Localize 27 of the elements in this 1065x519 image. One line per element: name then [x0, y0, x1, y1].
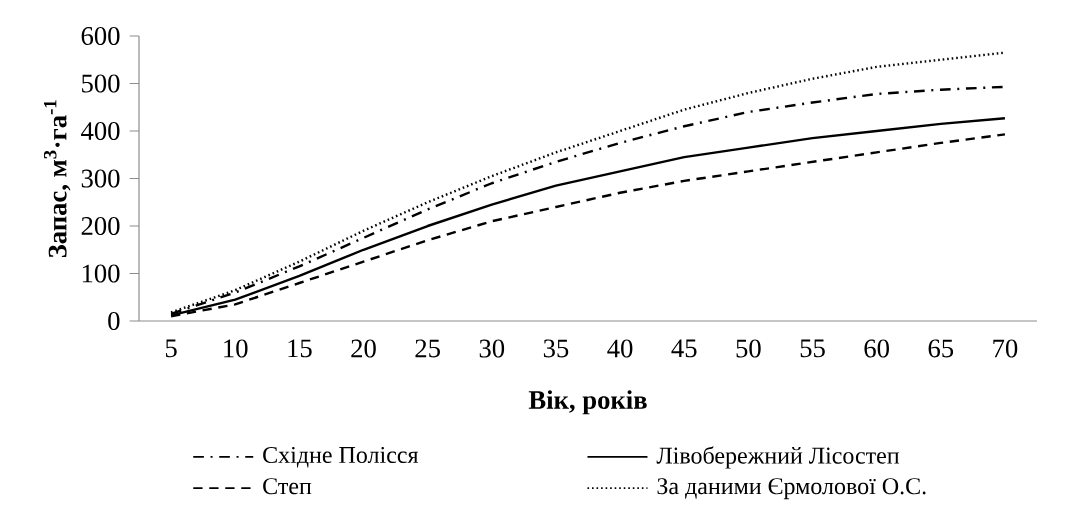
y-tick-label: 100	[82, 264, 120, 283]
x-tick-label: 50	[736, 339, 761, 358]
x-tick-label: 15	[288, 339, 312, 358]
legend-label: Східне Полісся	[263, 446, 419, 468]
x-tick-label: 10	[224, 339, 248, 358]
y-tick-label: 600	[81, 27, 120, 45]
x-tick-label: 55	[800, 339, 825, 358]
x-tick-label: 45	[671, 339, 697, 358]
y-tick-label: 0	[108, 312, 120, 330]
y-tick-label: 400	[81, 122, 120, 140]
y-tick-label: 300	[81, 169, 120, 188]
legend-label: Степ	[263, 478, 312, 495]
y-tick-label: 500	[82, 74, 120, 93]
x-tick-label: 65	[928, 339, 954, 358]
legend-label: Лівобережний Лісостеп	[656, 446, 900, 469]
x-axis-title: Вік, років	[528, 390, 647, 415]
x-tick-label: 5	[165, 339, 177, 358]
x-tick-label: 35	[543, 339, 569, 358]
legend-label: За даними Єрмолової О.С.	[657, 478, 926, 500]
x-tick-label: 60	[864, 339, 889, 358]
x-tick-label: 20	[351, 339, 376, 358]
y-tick-label: 200	[81, 217, 120, 235]
x-tick-label: 70	[993, 339, 1018, 358]
x-tick-label: 30	[479, 339, 505, 358]
x-tick-label: 40	[607, 339, 633, 358]
y-axis-title: Запас, м$^{3}$·га$^{-1}$	[43, 100, 71, 258]
x-tick-label: 25	[415, 339, 440, 358]
